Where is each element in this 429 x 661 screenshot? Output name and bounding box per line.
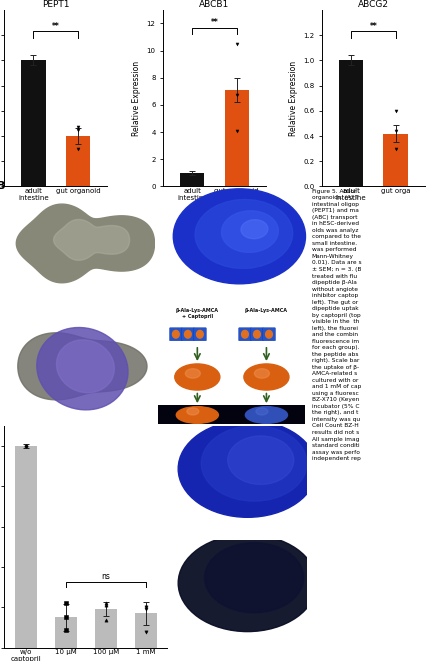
Ellipse shape: [185, 369, 200, 378]
FancyBboxPatch shape: [181, 328, 194, 341]
Text: **: **: [369, 22, 378, 30]
FancyBboxPatch shape: [251, 328, 263, 341]
Ellipse shape: [175, 364, 220, 390]
Ellipse shape: [57, 340, 115, 393]
Bar: [21, 60, 45, 186]
Ellipse shape: [37, 327, 128, 410]
Ellipse shape: [256, 408, 268, 415]
Text: B: B: [0, 180, 5, 190]
Polygon shape: [54, 219, 130, 260]
Text: **: **: [51, 22, 60, 30]
Ellipse shape: [201, 426, 307, 501]
Ellipse shape: [244, 364, 289, 390]
Ellipse shape: [196, 330, 203, 338]
Bar: [66, 136, 90, 186]
Text: **: **: [211, 19, 218, 27]
Ellipse shape: [172, 330, 179, 338]
Ellipse shape: [195, 200, 293, 268]
Ellipse shape: [228, 436, 294, 485]
Ellipse shape: [241, 219, 268, 239]
Bar: [135, 613, 157, 648]
Text: β-Ala-Lys-AMCA
+ Captopril: β-Ala-Lys-AMCA + Captopril: [176, 308, 219, 319]
Ellipse shape: [221, 211, 278, 253]
Ellipse shape: [254, 369, 269, 378]
Bar: [224, 90, 249, 186]
Ellipse shape: [178, 420, 317, 518]
Title: PEPT1: PEPT1: [42, 0, 69, 9]
Ellipse shape: [178, 535, 317, 632]
Text: β-Ala-Lys-AMCA: β-Ala-Lys-AMCA: [245, 308, 288, 313]
Bar: [55, 617, 77, 648]
FancyBboxPatch shape: [239, 328, 251, 341]
Title: ABCB1: ABCB1: [199, 0, 230, 9]
Bar: [95, 609, 117, 648]
Polygon shape: [16, 204, 154, 283]
Title: ABCG2: ABCG2: [358, 0, 389, 9]
Text: Figure 5. Absor
organoids. (A) T
intestinal oligop
(PEPT1) and ma
(ABC) transpor: Figure 5. Absor organoids. (A) T intesti…: [312, 189, 361, 461]
Ellipse shape: [205, 543, 304, 613]
Ellipse shape: [176, 407, 218, 423]
Ellipse shape: [266, 330, 272, 338]
Bar: [180, 173, 205, 186]
Text: ns: ns: [101, 572, 110, 581]
Ellipse shape: [173, 189, 305, 284]
Ellipse shape: [242, 330, 248, 338]
Polygon shape: [18, 332, 147, 400]
Bar: [384, 134, 408, 186]
Bar: [339, 60, 363, 186]
Ellipse shape: [254, 330, 260, 338]
FancyBboxPatch shape: [263, 328, 275, 341]
Text: 10μM captopril: 10μM captopril: [181, 634, 223, 639]
Ellipse shape: [187, 408, 199, 415]
Y-axis label: Relative Expression: Relative Expression: [289, 61, 298, 136]
Bar: [158, 405, 305, 424]
Y-axis label: Relative Expression: Relative Expression: [132, 61, 141, 136]
Ellipse shape: [245, 407, 287, 423]
FancyBboxPatch shape: [193, 328, 206, 341]
Ellipse shape: [184, 330, 191, 338]
Bar: [15, 446, 37, 648]
Text: w/o captopril: w/o captopril: [181, 520, 217, 525]
FancyBboxPatch shape: [169, 328, 182, 341]
